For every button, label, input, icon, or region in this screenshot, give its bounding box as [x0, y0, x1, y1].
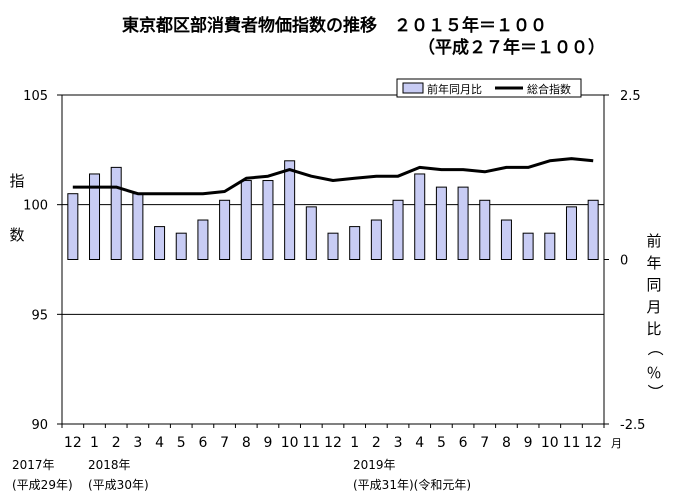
- y-right-axis-label: ）: [646, 384, 665, 400]
- x-tick-label: 10: [281, 435, 299, 451]
- legend-swatch-bar: [402, 82, 424, 94]
- bar-yoy: [154, 226, 166, 261]
- x-tick-label: 7: [220, 435, 229, 451]
- bar-yoy: [370, 219, 382, 261]
- year-label: 2018年: [88, 458, 131, 472]
- y-right-axis-label: 年: [646, 254, 661, 272]
- x-tick-label: 8: [502, 435, 511, 451]
- y-right-axis-label: 同: [646, 276, 661, 294]
- bar-yoy: [67, 193, 79, 260]
- line-composite-index: [72, 157, 594, 196]
- x-tick-label: 6: [459, 435, 468, 451]
- bar-yoy: [262, 180, 274, 260]
- bar-yoy: [327, 232, 339, 260]
- bar-yoy: [457, 186, 469, 260]
- bar-yoy: [197, 219, 209, 261]
- x-tick-label: 12: [324, 435, 342, 451]
- chart-title-line1: 東京都区部消費者物価指数の推移 ２０１５年＝１００: [122, 16, 547, 36]
- bar-yoy: [89, 173, 101, 261]
- era-label: (平成31年)(令和元年): [353, 477, 471, 492]
- x-tick-label: 9: [524, 435, 533, 451]
- y-right-axis-label: 前: [646, 232, 661, 250]
- bar-yoy: [110, 166, 122, 261]
- x-tick-label: 4: [155, 435, 164, 451]
- x-tick-label: 12: [584, 435, 602, 451]
- x-tick-label: 1: [350, 435, 359, 451]
- y-left-tick-label: 105: [23, 89, 48, 104]
- bar-yoy: [305, 206, 317, 260]
- era-label: (平成30年): [88, 478, 149, 492]
- legend-label-line: 総合指数: [527, 82, 571, 96]
- x-tick-label: 2: [372, 435, 381, 451]
- x-tick-label: 10: [541, 435, 559, 451]
- bar-yoy: [414, 173, 426, 261]
- y-right-axis-label: 比: [646, 320, 661, 338]
- bar-yoy: [500, 219, 512, 261]
- bar-yoy: [565, 206, 577, 260]
- x-tick-label: 2: [112, 435, 121, 451]
- y-right-tick-label: -2.5: [620, 418, 645, 433]
- bar-yoy: [479, 199, 491, 260]
- x-tick-label: 12: [64, 435, 82, 451]
- bar-yoy: [349, 226, 361, 261]
- era-label: (平成29年): [12, 478, 73, 492]
- x-tick-label: 1: [90, 435, 99, 451]
- x-tick-label: 8: [242, 435, 251, 451]
- bar-yoy: [175, 232, 187, 260]
- year-label: 2019年: [353, 458, 396, 472]
- x-tick-label: 4: [415, 435, 424, 451]
- y-right-tick-label: 2.5: [620, 89, 641, 104]
- bar-yoy: [392, 199, 404, 260]
- x-tick-label: 5: [177, 435, 186, 451]
- x-tick-label: 5: [437, 435, 446, 451]
- y-right-axis-label: （: [646, 340, 665, 356]
- x-tick-label: 7: [480, 435, 489, 451]
- bar-yoy: [544, 232, 556, 260]
- bar-yoy: [284, 160, 296, 260]
- x-tick-label: 6: [198, 435, 207, 451]
- y-right-tick-label: 0: [620, 254, 628, 269]
- x-unit-label: 月: [611, 437, 622, 450]
- bar-yoy: [132, 193, 144, 260]
- bar-yoy: [219, 199, 231, 260]
- bar-yoy: [522, 232, 534, 260]
- legend-box: [396, 78, 582, 98]
- x-tick-label: 11: [563, 435, 581, 451]
- x-tick-label: 9: [263, 435, 272, 451]
- x-tick-label: 3: [133, 435, 142, 451]
- x-tick-label: 3: [394, 435, 403, 451]
- y-left-tick-label: 100: [23, 199, 48, 214]
- y-left-tick-label: 90: [31, 418, 48, 433]
- chart-title-line2: （平成２７年＝１００）: [418, 38, 605, 58]
- bar-yoy: [587, 199, 599, 260]
- x-tick-label: 11: [302, 435, 320, 451]
- y-left-axis-label: 数: [9, 226, 24, 244]
- y-right-axis-label: ％: [646, 364, 661, 382]
- bar-yoy: [240, 180, 252, 260]
- legend-label-bar: 前年同月比: [427, 82, 482, 96]
- bar-yoy: [435, 186, 447, 260]
- y-left-axis-label: 指: [9, 172, 24, 190]
- y-right-axis-label: 月: [646, 298, 661, 316]
- y-left-tick-label: 95: [31, 308, 48, 323]
- year-label: 2017年: [12, 458, 55, 472]
